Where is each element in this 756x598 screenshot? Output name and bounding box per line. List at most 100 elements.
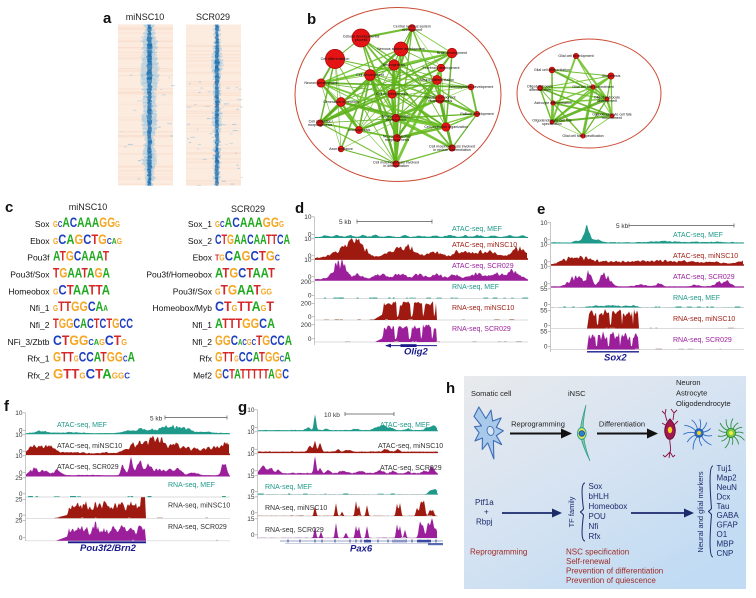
svg-text:0: 0: [544, 237, 548, 244]
svg-text:O1: O1: [717, 530, 728, 539]
svg-text:SCR029: SCR029: [196, 12, 230, 22]
svg-text:0: 0: [308, 336, 312, 343]
svg-text:NSC specification: NSC specification: [566, 548, 629, 557]
svg-text:0: 0: [544, 302, 548, 309]
svg-text:Tau: Tau: [717, 502, 730, 511]
svg-text:Prevention of differentiation: Prevention of differentiation: [566, 567, 663, 576]
svg-text:Sox_1: Sox_1: [188, 219, 212, 229]
svg-text:10: 10: [304, 214, 312, 221]
svg-text:Astrocyte differentiation: Astrocyte differentiation: [534, 101, 572, 105]
svg-text:15: 15: [247, 473, 255, 480]
svg-text:CTGAACAATTCA: CTGAACAATTCA: [215, 231, 290, 247]
svg-text:200: 200: [301, 301, 312, 308]
svg-text:f: f: [4, 398, 10, 415]
svg-text:process: process: [355, 38, 368, 42]
svg-text:GTTGCCATGGCA: GTTGCCATGGCA: [215, 349, 291, 365]
svg-text:ATAC-seq, MEF: ATAC-seq, MEF: [380, 422, 430, 429]
svg-text:Rfx_2: Rfx_2: [27, 371, 49, 381]
svg-text:Differentiation: Differentiation: [599, 420, 645, 429]
svg-text:10: 10: [247, 407, 255, 414]
svg-text:Telencephalon development: Telencephalon development: [449, 85, 494, 89]
svg-text:morphogenesis: morphogenesis: [385, 138, 410, 142]
svg-text:ATAC-seq, miNSC10: ATAC-seq, miNSC10: [378, 443, 443, 450]
svg-text:0: 0: [251, 425, 255, 432]
svg-text:55: 55: [540, 286, 548, 293]
svg-text:Sox2: Sox2: [604, 353, 627, 364]
svg-text:b: b: [307, 11, 316, 28]
svg-text:h: h: [446, 380, 455, 397]
svg-text:5 kb: 5 kb: [616, 223, 629, 230]
svg-text:Pax6: Pax6: [350, 543, 373, 554]
svg-text:Nfi_1: Nfi_1: [30, 303, 50, 313]
svg-text:ATGCAAAT: ATGCAAAT: [53, 248, 109, 264]
svg-text:0: 0: [308, 253, 312, 260]
svg-text:ATTTGGCA: ATTTGGCA: [215, 315, 275, 331]
svg-text:Homeobox/Myb: Homeobox/Myb: [152, 303, 212, 313]
svg-text:d: d: [295, 200, 304, 217]
svg-text:0: 0: [544, 259, 548, 266]
svg-text:a: a: [103, 10, 112, 27]
svg-text:RNA-seq, MEF: RNA-seq, MEF: [673, 295, 720, 302]
svg-text:0: 0: [308, 274, 312, 281]
svg-text:RNA-seq, miNSC10: RNA-seq, miNSC10: [265, 505, 327, 512]
svg-text:e: e: [537, 201, 545, 218]
svg-text:15: 15: [247, 494, 255, 501]
svg-text:GCTAATTA: GCTAATTA: [53, 281, 110, 297]
svg-text:Reprogramming: Reprogramming: [511, 420, 565, 429]
svg-text:Pou3f/Sox: Pou3f/Sox: [173, 286, 213, 296]
svg-text:Cell differentiation: Cell differentiation: [321, 57, 350, 61]
svg-text:0: 0: [251, 532, 255, 539]
svg-text:RNA-seq, MEF: RNA-seq, MEF: [265, 484, 312, 491]
svg-text:10: 10: [540, 264, 548, 271]
svg-text:Homeobox: Homeobox: [589, 502, 628, 511]
svg-text:5 kb: 5 kb: [339, 219, 352, 226]
svg-text:CNP: CNP: [717, 549, 734, 558]
svg-text:0: 0: [544, 281, 548, 288]
svg-text:Pou3f: Pou3f: [27, 253, 50, 263]
svg-text:ATGCTAAT: ATGCTAAT: [215, 264, 275, 280]
svg-text:Sox_2: Sox_2: [188, 236, 212, 246]
svg-text:Rfx_1: Rfx_1: [27, 354, 49, 364]
svg-text:bHLH: bHLH: [589, 492, 610, 501]
svg-text:0: 0: [251, 446, 255, 453]
svg-text:0: 0: [251, 468, 255, 475]
svg-text:Glial cell development: Glial cell development: [558, 54, 593, 58]
svg-text:Prevention of quiescence: Prevention of quiescence: [566, 576, 656, 585]
svg-text:0: 0: [308, 314, 312, 321]
svg-text:Rfx: Rfx: [589, 532, 601, 541]
svg-text:55: 55: [540, 308, 548, 315]
svg-text:g: g: [238, 399, 247, 416]
svg-text:Ptf1a: Ptf1a: [475, 498, 494, 507]
svg-text:RNA-seq, miNSC10: RNA-seq, miNSC10: [673, 316, 735, 323]
svg-text:NeuN: NeuN: [717, 483, 738, 492]
svg-text:SCR029: SCR029: [231, 204, 265, 214]
svg-text:RNA-seq, miNSC10: RNA-seq, miNSC10: [168, 503, 230, 510]
svg-text:10: 10: [247, 451, 255, 458]
svg-text:200: 200: [301, 322, 312, 329]
svg-text:commitment: commitment: [602, 116, 622, 120]
svg-text:GCACAAAGGG: GCACAAAGGG: [215, 214, 284, 230]
svg-text:POU: POU: [589, 512, 607, 521]
svg-text:15: 15: [247, 516, 255, 523]
svg-text:0: 0: [19, 448, 23, 455]
svg-text:differentiation: differentiation: [529, 88, 551, 92]
svg-text:Cell morphogenesis involved: Cell morphogenesis involved: [373, 160, 419, 164]
svg-text:ATAC-seq, SCR029: ATAC-seq, SCR029: [57, 464, 119, 471]
svg-text:Astrocyte: Astrocyte: [676, 389, 707, 398]
svg-text:25: 25: [15, 475, 23, 482]
svg-text:10: 10: [15, 453, 23, 460]
svg-text:miNSC10: miNSC10: [69, 202, 108, 212]
svg-text:CTGTTAGT: CTGTTAGT: [215, 298, 274, 314]
svg-text:Oligodendrocyte: Oligodendrocyte: [594, 95, 620, 99]
svg-text:Pallium development: Pallium development: [460, 112, 493, 116]
svg-text:Cell projection: Cell projection: [309, 119, 332, 123]
svg-text:Cellular developmental: Cellular developmental: [343, 34, 380, 38]
svg-text:Nfi_1: Nfi_1: [192, 320, 212, 330]
svg-text:NFi_3/Zbtb: NFi_3/Zbtb: [7, 337, 49, 347]
svg-text:25: 25: [15, 518, 23, 525]
svg-text:Homeobox: Homeobox: [8, 286, 50, 296]
svg-text:Rbpj: Rbpj: [476, 518, 493, 527]
svg-text:10: 10: [540, 242, 548, 249]
svg-text:RNA-seq, MEF: RNA-seq, MEF: [168, 482, 215, 489]
svg-text:ATAC-seq, MEF: ATAC-seq, MEF: [452, 226, 502, 233]
